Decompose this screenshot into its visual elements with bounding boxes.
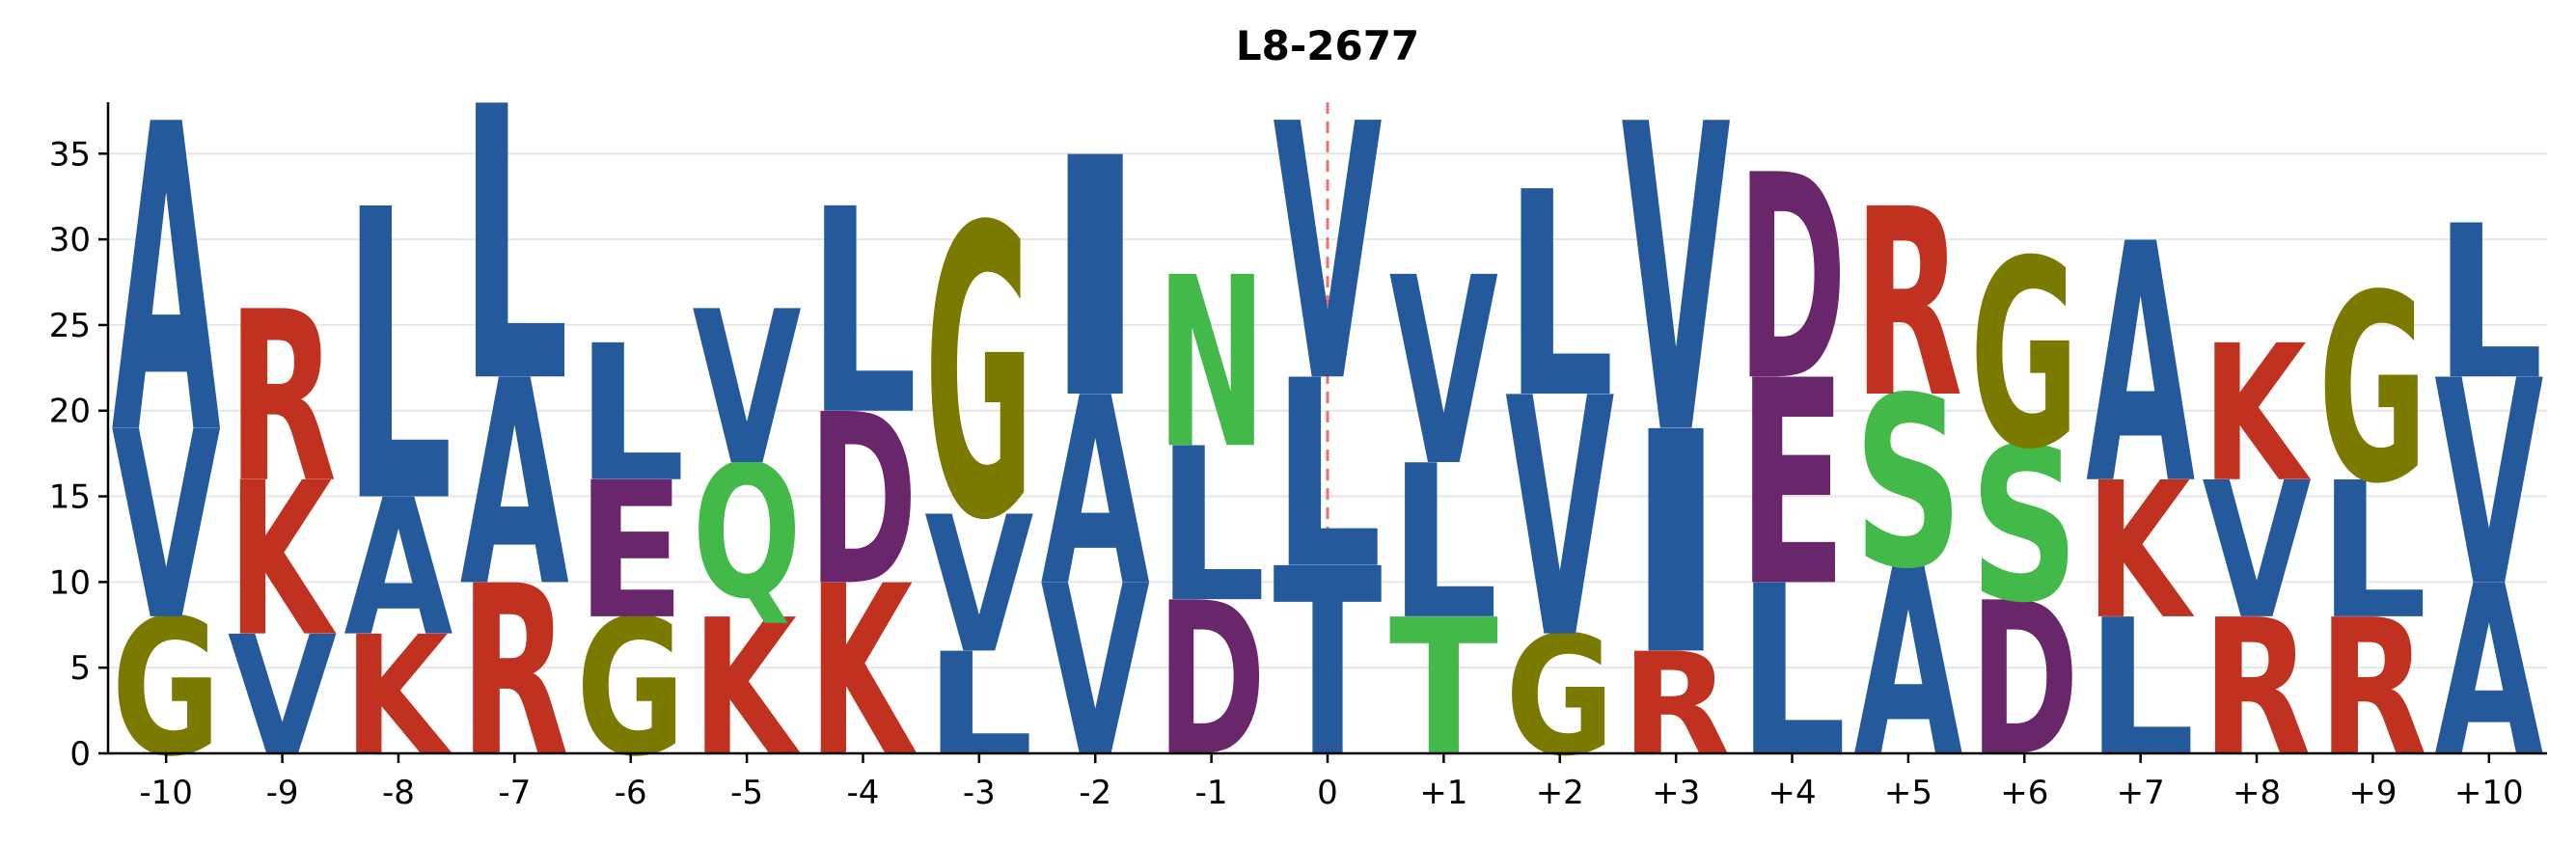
logo-letter-q: Q (693, 426, 802, 640)
logo-letter-l: L (460, 29, 569, 466)
logo-letter-l: L (2318, 442, 2427, 661)
logo-letter-l: L (1389, 422, 1498, 668)
logo-letter-l: L (343, 127, 452, 591)
logo-letter-d: D (1738, 115, 1847, 444)
logo-letter-k: K (808, 535, 918, 808)
x-tick-label: +4 (1768, 774, 1816, 812)
logo-letter-l: L (1157, 404, 1266, 650)
logo-letter-l: L (2434, 181, 2543, 427)
logo-letter-v: V (1505, 329, 1615, 711)
letter-stacks: GVAVKRKALRALGELKQVKDLLVGVAIDLNTLVTLVGVLR… (112, 29, 2544, 815)
x-tick-label: +9 (2348, 774, 2397, 812)
x-tick-label: +8 (2233, 774, 2281, 812)
x-tick-label: -7 (498, 774, 531, 812)
logo-letter-s: S (1970, 403, 2079, 649)
logo-letter-r: R (228, 262, 337, 535)
y-tick-label: 25 (49, 307, 91, 345)
y-tick-label: 30 (49, 221, 91, 259)
x-tick-label: +3 (1652, 774, 1700, 812)
logo-letter-t: T (1273, 513, 1382, 815)
logo-letter-l: L (1505, 132, 1614, 460)
x-tick-label: +7 (2117, 774, 2165, 812)
logo-letter-v: V (2202, 442, 2311, 661)
logo-letter-e: E (1738, 321, 1847, 648)
y-tick-label: 20 (49, 393, 91, 431)
logo-letter-v: V (1041, 537, 1150, 809)
x-tick-label: 0 (1317, 774, 1338, 812)
logo-letter-a: A (343, 459, 452, 678)
logo-letter-g: G (924, 144, 1033, 609)
x-tick-label: +1 (1419, 774, 1467, 812)
logo-letter-d: D (808, 365, 918, 639)
x-tick-label: +5 (1884, 774, 1932, 812)
logo-letter-n: N (1157, 228, 1266, 501)
logo-letter-i: I (1622, 368, 1731, 723)
y-tick-label: 0 (69, 735, 91, 774)
logo-letter-l: L (1738, 536, 1847, 809)
logo-letter-l: L (808, 150, 918, 477)
logo-letter-k: K (228, 439, 337, 684)
logo-letter-s: S (1853, 348, 1962, 621)
logo-letter-i: I (1041, 89, 1150, 472)
logo-letter-v: V (112, 377, 221, 678)
logo-letter-g: G (2318, 240, 2427, 541)
logo-letter-v: V (693, 266, 802, 512)
x-tick-label: -10 (139, 774, 193, 812)
x-tick-label: +10 (2454, 774, 2524, 812)
logo-letter-a: A (2086, 175, 2196, 557)
logo-letter-a: A (1041, 342, 1150, 643)
x-tick-label: -8 (382, 774, 415, 812)
x-tick-label: -9 (266, 774, 299, 812)
x-tick-label: +6 (2000, 774, 2048, 812)
y-tick-label: 35 (49, 135, 91, 174)
y-tick-label: 15 (49, 478, 91, 517)
logo-letter-a: A (460, 322, 569, 649)
logo-letter-v: V (924, 476, 1033, 695)
logo-letter-v: V (2434, 322, 2543, 649)
logo-letter-d: D (1970, 559, 2079, 804)
logo-letter-k: K (2086, 443, 2195, 661)
logo-letter-v: V (1273, 50, 1383, 460)
logo-letter-v: V (1622, 37, 1732, 529)
logo-letter-a: A (112, 37, 222, 529)
x-tick-label: -6 (615, 774, 647, 812)
logo-letter-v: V (1389, 223, 1498, 524)
logo-letter-d: D (1157, 559, 1266, 804)
y-tick-label: 10 (49, 563, 91, 602)
logo-letter-a: A (2434, 537, 2543, 809)
x-tick-label: -2 (1079, 774, 1111, 812)
x-tick-label: -5 (730, 774, 763, 812)
logo-letter-l: L (576, 305, 685, 524)
logo-letter-g: G (1970, 206, 2079, 507)
logo-letter-k: K (2202, 305, 2311, 523)
logo-letter-e: E (576, 442, 685, 661)
logo-letter-r: R (460, 536, 569, 809)
logo-letter-l: L (1273, 325, 1382, 626)
chart-title: L8-2677 (1236, 22, 1419, 69)
y-tick-label: 5 (69, 649, 91, 688)
x-tick-label: -4 (847, 774, 880, 812)
logo-letter-r: R (1853, 154, 1962, 454)
x-tick-label: -3 (963, 774, 996, 812)
x-tick-label: +2 (1536, 774, 1584, 812)
x-tick-label: -1 (1195, 774, 1228, 812)
logo-letter-a: A (1853, 514, 1962, 815)
